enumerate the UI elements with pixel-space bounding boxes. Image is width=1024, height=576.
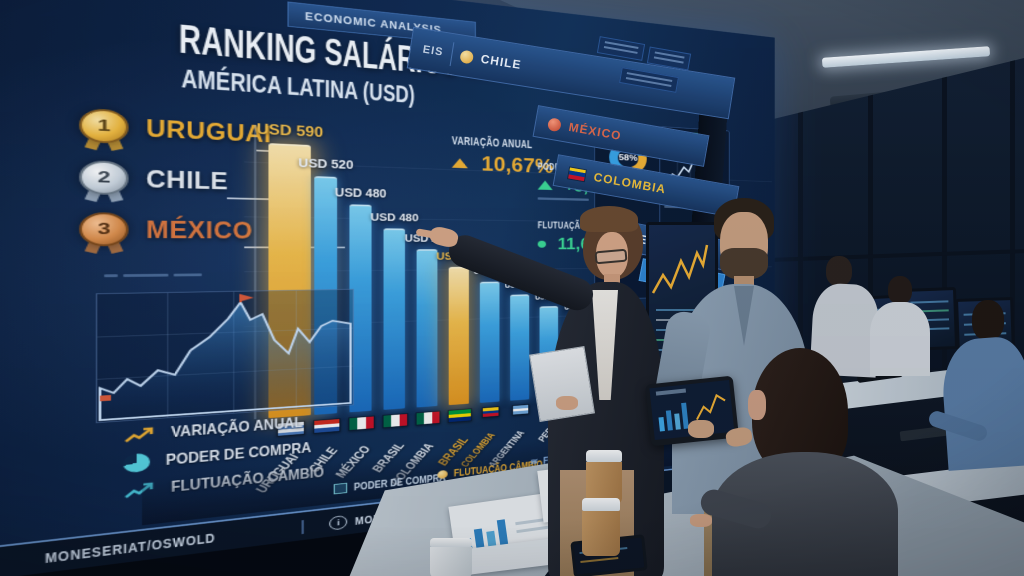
triangle-up-icon [451, 157, 468, 168]
window-mullion [1010, 58, 1015, 370]
text-placeholder [537, 197, 589, 201]
bar-value-label: USD 590 [256, 120, 323, 141]
wall-dashboard-screen: ECONOMIC ANALYSIS RANKING SALÁRIOS MÍNIM… [0, 0, 775, 576]
trend-up-gold-icon [123, 425, 155, 444]
chart-bar-colombia [479, 281, 500, 403]
ticker-label: EIS [421, 43, 445, 59]
mexico-flag-icon [382, 413, 409, 429]
footer-divider [301, 520, 305, 535]
medal-red-icon [546, 116, 563, 132]
face [596, 232, 628, 278]
area-chart-panel [95, 288, 354, 424]
gold-line-chart [651, 244, 709, 294]
notepad [529, 346, 595, 422]
mexico-flag-icon [415, 410, 441, 426]
flag-colombia-icon [567, 165, 588, 182]
medal-gold-icon [459, 49, 474, 64]
pie-teal-icon [123, 452, 150, 474]
ticker-label: CHILE [479, 51, 523, 73]
bar-value-label: USD 480 [369, 210, 419, 224]
chart-bar-brasil [383, 228, 405, 410]
info-icon: i [329, 514, 348, 531]
paper-cup [430, 538, 472, 576]
dot-icon [537, 240, 547, 248]
area-chart [97, 290, 353, 422]
window-mullion [798, 58, 803, 370]
ticker-label: MÉXICO [567, 119, 623, 143]
window-mullion [942, 58, 947, 370]
coffee-cup [582, 498, 620, 556]
brazil-flag-icon [447, 408, 472, 424]
hand [556, 396, 578, 410]
coffee-cup [586, 450, 622, 504]
ticker-label: COLOMBIA [592, 169, 668, 197]
hair-fringe [580, 206, 638, 232]
glasses [594, 248, 628, 265]
argentina-flag-icon [512, 403, 530, 416]
triangle-up-icon [537, 180, 553, 191]
face-profile [748, 390, 766, 420]
handheld-tablet [645, 375, 739, 447]
chart-bar-colombia [416, 249, 438, 408]
hand [688, 420, 714, 438]
window-mullion [868, 58, 873, 370]
bar-value-label: USD 480 [334, 185, 387, 201]
hand-typing [690, 514, 712, 527]
beard [720, 248, 768, 280]
chart-bar-argentina [510, 294, 530, 401]
chart-bar-brasil [448, 266, 469, 406]
colombia-flag-icon [481, 406, 500, 418]
